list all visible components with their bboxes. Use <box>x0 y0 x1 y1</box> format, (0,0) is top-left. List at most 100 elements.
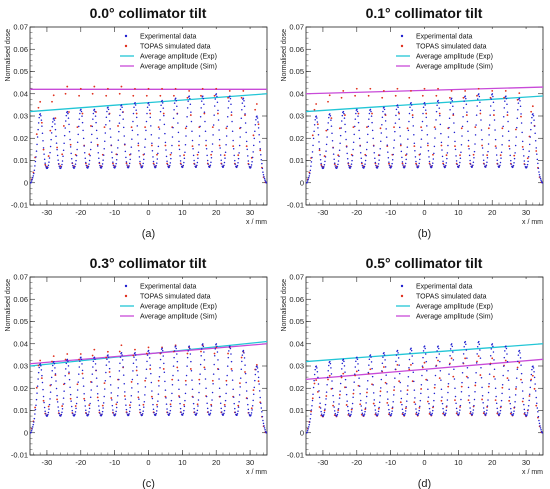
experimental-point <box>99 412 101 414</box>
experimental-point <box>309 172 311 175</box>
experimental-point <box>527 156 530 158</box>
simulated-point <box>337 409 340 411</box>
simulated-point <box>196 153 199 156</box>
experimental-point <box>514 144 517 147</box>
experimental-point <box>464 340 467 343</box>
experimental-point <box>317 127 319 129</box>
simulated-point <box>506 114 509 116</box>
experimental-point <box>104 380 107 382</box>
experimental-point <box>527 404 530 407</box>
experimental-point <box>109 128 111 130</box>
simulated-point <box>345 404 348 406</box>
experimental-point <box>455 407 458 410</box>
experimental-point <box>213 114 215 116</box>
simulated-point <box>183 154 185 157</box>
experimental-point <box>213 354 216 357</box>
experimental-point <box>209 166 211 168</box>
experimental-point <box>71 409 74 412</box>
y-tick-label: 0.01 <box>13 156 28 165</box>
experimental-point <box>143 153 146 155</box>
experimental-point <box>410 347 412 350</box>
experimental-point <box>152 403 154 406</box>
chart-title: 0.1° collimator tilt <box>366 5 483 21</box>
experimental-point <box>534 383 536 385</box>
experimental-point <box>333 406 335 408</box>
experimental-point <box>119 114 121 117</box>
experimental-point <box>118 122 121 124</box>
experimental-point <box>353 133 355 136</box>
experimental-point <box>460 390 463 393</box>
experimental-point <box>506 360 509 363</box>
experimental-point <box>95 129 98 132</box>
simulated-point <box>352 392 355 395</box>
experimental-point <box>359 393 361 395</box>
experimental-point <box>246 148 248 151</box>
experimental-point <box>33 172 35 175</box>
experimental-point <box>540 430 543 433</box>
experimental-point <box>357 369 360 372</box>
experimental-point <box>461 125 464 128</box>
experimental-point <box>312 144 314 147</box>
experimental-point <box>438 353 441 355</box>
experimental-point <box>33 417 36 420</box>
experimental-point <box>247 408 250 411</box>
experimental-point <box>241 360 243 363</box>
experimental-point <box>203 111 206 113</box>
experimental-point <box>236 166 238 168</box>
experimental-point <box>96 137 98 140</box>
experimental-point <box>191 388 194 390</box>
experimental-point <box>381 124 383 126</box>
experimental-point <box>432 405 435 408</box>
simulated-point <box>91 354 94 357</box>
experimental-point <box>476 98 479 100</box>
experimental-point <box>190 360 192 363</box>
experimental-point <box>37 122 40 124</box>
experimental-point <box>105 116 108 119</box>
experimental-point <box>123 135 126 137</box>
y-tick-label: 0.03 <box>13 362 28 371</box>
experimental-point <box>485 412 488 414</box>
experimental-point <box>315 115 318 117</box>
simulated-point <box>239 382 241 384</box>
experimental-point <box>481 386 483 389</box>
experimental-point <box>37 371 40 374</box>
experimental-point <box>44 165 47 167</box>
experimental-point <box>452 359 455 361</box>
experimental-point <box>378 159 380 161</box>
experimental-point <box>54 128 57 131</box>
experimental-point <box>83 393 85 395</box>
experimental-point <box>214 98 217 100</box>
experimental-point <box>310 413 312 415</box>
experimental-point <box>340 375 342 377</box>
simulated-point <box>474 384 477 387</box>
experimental-point <box>206 159 209 162</box>
simulated-point <box>78 358 80 361</box>
experimental-point <box>52 364 54 367</box>
experimental-point <box>314 368 316 371</box>
experimental-point <box>522 397 524 400</box>
experimental-point <box>501 135 504 137</box>
simulated-point <box>367 94 370 97</box>
simulated-point <box>494 399 497 402</box>
experimental-point <box>435 365 437 367</box>
experimental-point <box>105 371 107 374</box>
experimental-point <box>157 400 159 402</box>
experimental-point <box>35 150 38 152</box>
experimental-point <box>513 406 516 408</box>
experimental-point <box>453 368 455 370</box>
experimental-point <box>387 151 389 153</box>
experimental-point <box>193 407 195 410</box>
experimental-point <box>80 356 82 358</box>
y-tick-label: 0.04 <box>13 339 28 348</box>
experimental-point <box>74 163 77 165</box>
experimental-point <box>179 155 181 157</box>
experimental-point <box>148 109 151 111</box>
experimental-point <box>441 155 444 158</box>
experimental-point <box>540 179 542 182</box>
experimental-point <box>311 151 314 153</box>
experimental-point <box>172 117 175 120</box>
experimental-point <box>57 406 59 408</box>
simulated-point <box>450 90 453 92</box>
experimental-point <box>329 115 332 117</box>
x-tick-label: 20 <box>488 208 496 217</box>
